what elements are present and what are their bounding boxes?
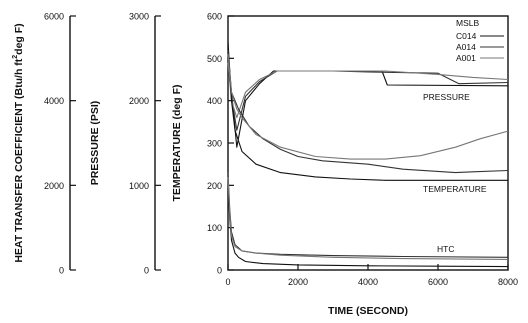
y-tick-label: 500 (207, 54, 222, 64)
legend-label-a014: A014 (456, 42, 476, 52)
y-tick-label: 600 (207, 12, 222, 22)
legend-label-a001: A001 (456, 53, 476, 63)
annotation-htc: HTC (437, 244, 454, 254)
y-tick-label: 400 (207, 96, 222, 106)
x-tick-label: 4000 (358, 277, 378, 287)
series-temperature-a001 (227, 54, 509, 160)
legend-label-c014: C014 (456, 31, 477, 41)
y-tick-label: 200 (207, 181, 222, 191)
annotation-pressure: PRESSURE (423, 92, 470, 102)
pressure-tick-label: 2000 (129, 96, 149, 106)
x-tick-label: 8000 (498, 277, 518, 287)
htc-tick-label: 2000 (44, 181, 64, 191)
series-temperature-a014 (227, 49, 509, 174)
legend-title: MSLB (456, 18, 479, 28)
x-tick-label: 0 (225, 277, 230, 287)
y-tick-label: 100 (207, 223, 222, 233)
x-tick-label: 2000 (288, 277, 308, 287)
htc-tick-label: 6000 (44, 12, 64, 22)
series-temperature-c014 (227, 41, 508, 181)
x-axis-label: TIME (SECOND) (328, 305, 408, 317)
htc-axis: 0 2000 4000 6000 HEAT TRANSFER COEFFICIENT … (12, 12, 76, 276)
htc-axis-label: HEAT TRANSFER COEFFICIENT (Btu/h ft2deg … (12, 23, 25, 262)
pressure-tick-label: 0 (144, 266, 149, 276)
plot-area: 0 100 200 300 400 500 600 0 2000 4000 6000 8000 TE… (171, 12, 518, 318)
pressure-tick-label: 3000 (129, 12, 149, 22)
pressure-axis: 0 1000 2000 3000 PRESSURE (PSI) (89, 12, 161, 276)
pressure-axis-label: PRESSURE (PSI) (89, 101, 101, 186)
annotation-temperature: TEMPERATURE (423, 184, 487, 194)
series-htc-a001 (227, 176, 509, 260)
series-pressure-a001 (227, 62, 509, 119)
htc-tick-label: 4000 (44, 96, 64, 106)
htc-tick-label: 0 (59, 266, 64, 276)
y-tick-label: 0 (217, 266, 222, 276)
y-tick-label: 300 (207, 139, 222, 149)
x-tick-label: 6000 (428, 277, 448, 287)
y-axis-label: TEMPERATURE (deg F) (171, 84, 183, 201)
pressure-tick-label: 1000 (129, 181, 149, 191)
